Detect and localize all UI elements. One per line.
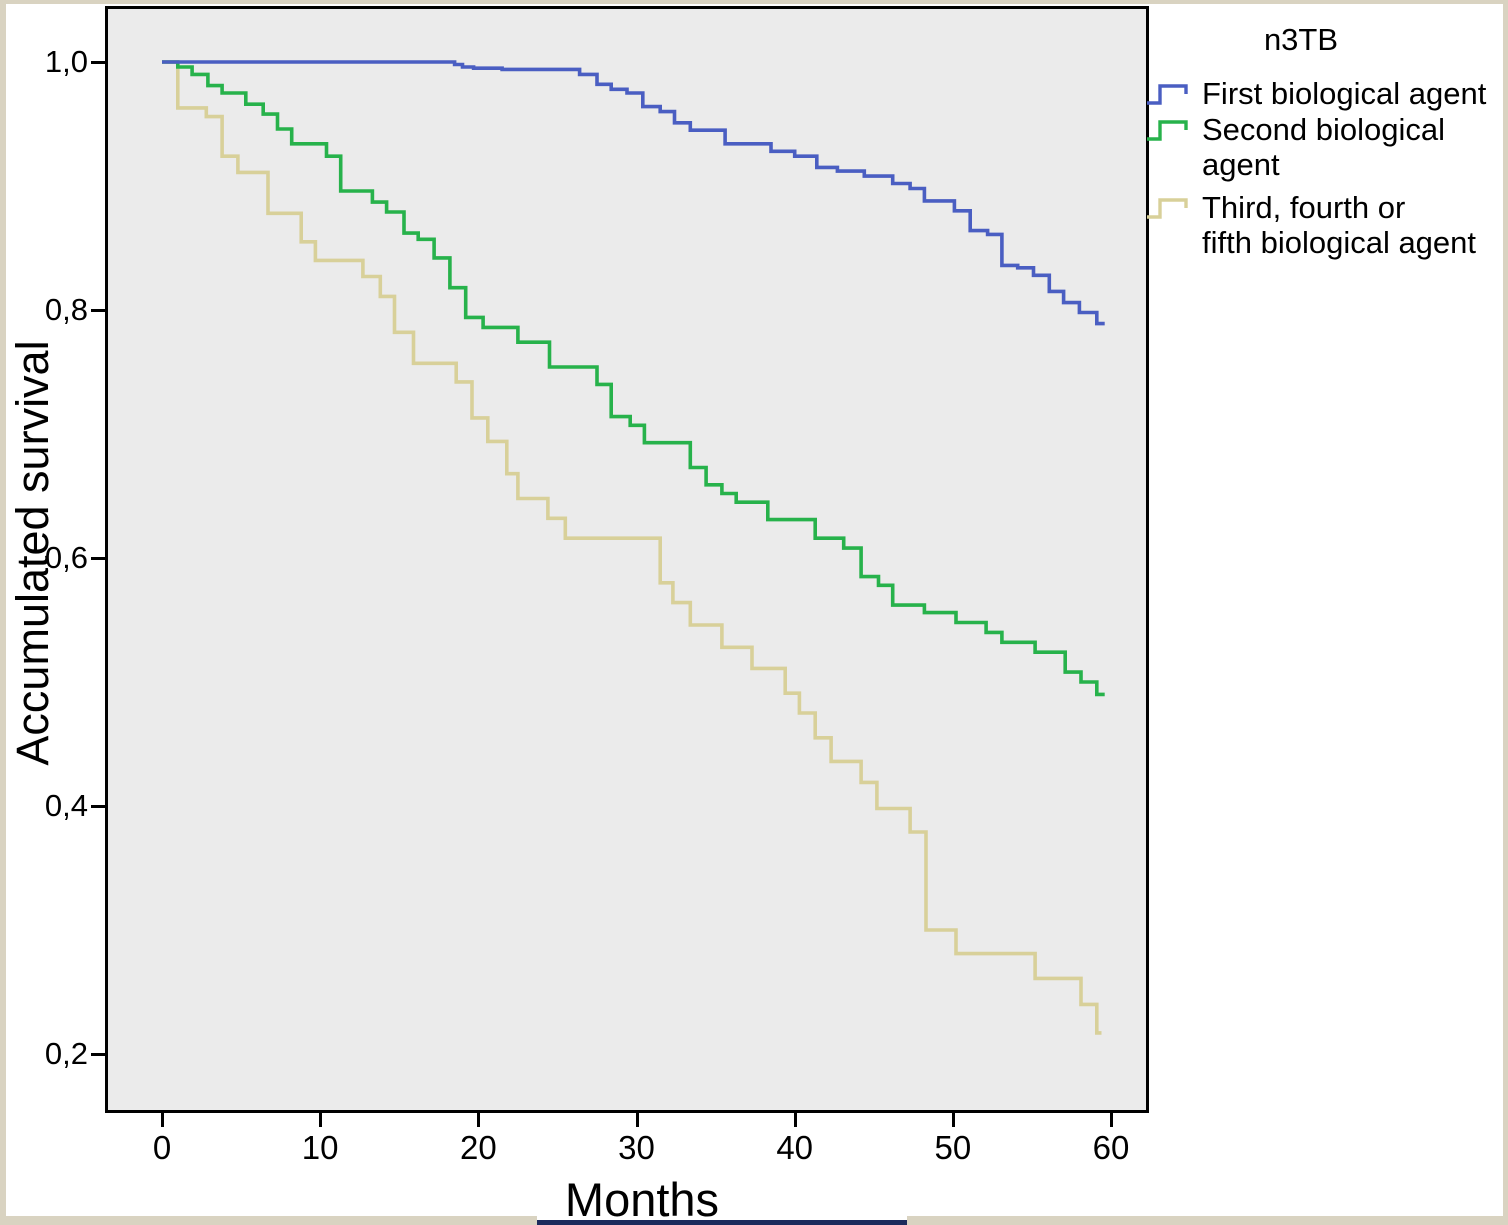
y-tick-label: 0,8 (44, 292, 88, 327)
legend-title: n3TB (1263, 22, 1339, 57)
x-tick-label: 40 (776, 1129, 814, 1166)
bottom-navy-bar (537, 1220, 907, 1225)
plot-area (105, 6, 1149, 1113)
legend-label: Second biological agent (1202, 112, 1446, 182)
y-tick-mark (91, 805, 105, 808)
first-agent-key-icon (1147, 84, 1188, 105)
third-agent-key-icon (1147, 198, 1188, 219)
legend-item-first-agent: First biological agent (1146, 76, 1486, 111)
x-tick-mark (1110, 1113, 1114, 1127)
y-tick-mark (91, 61, 105, 64)
y-tick-mark (91, 557, 105, 560)
y-tick-label: 1,0 (44, 44, 88, 79)
x-tick-label: 10 (301, 1129, 339, 1166)
survival-curves (162, 60, 1105, 1035)
page-edge-top (0, 0, 1508, 4)
y-tick-label: 0,2 (44, 1036, 88, 1071)
curve-first-biological-agent (162, 60, 1105, 326)
y-tick-label: 0,6 (44, 540, 88, 575)
page-edge-left (0, 0, 6, 1225)
x-tick-mark (161, 1113, 164, 1127)
second-agent-key-icon (1147, 120, 1188, 141)
x-axis-title-box (537, 1176, 907, 1221)
x-axis-title: Months (564, 1173, 720, 1225)
x-tick-mark (951, 1113, 955, 1127)
page-edge-right (1503, 0, 1508, 1225)
y-tick-mark (91, 1053, 105, 1056)
x-tick-label: 30 (618, 1129, 655, 1166)
x-tick-mark (793, 1113, 797, 1127)
legend-label: First biological agent (1202, 76, 1487, 111)
legend-label: Third, fourth or fifth biological agent (1202, 190, 1477, 260)
x-tick-mark (319, 1113, 323, 1127)
legend-item-second-agent: Second biological agent (1146, 112, 1445, 182)
x-tick-mark (635, 1113, 639, 1127)
legend-item-third-agent: Third, fourth or fifth biological agent (1146, 190, 1476, 260)
x-tick-mark (477, 1113, 481, 1127)
curve-third-fourth-or-fifth-biological-agent (162, 60, 1102, 1035)
y-tick-mark (91, 309, 105, 312)
x-tick-label: 0 (152, 1129, 172, 1166)
y-tick-label: 0,4 (44, 788, 88, 823)
x-tick-label: 50 (934, 1129, 972, 1166)
x-tick-label: 60 (1092, 1129, 1130, 1166)
x-tick-label: 20 (459, 1129, 497, 1166)
curve-second-biological-agent (162, 60, 1105, 697)
